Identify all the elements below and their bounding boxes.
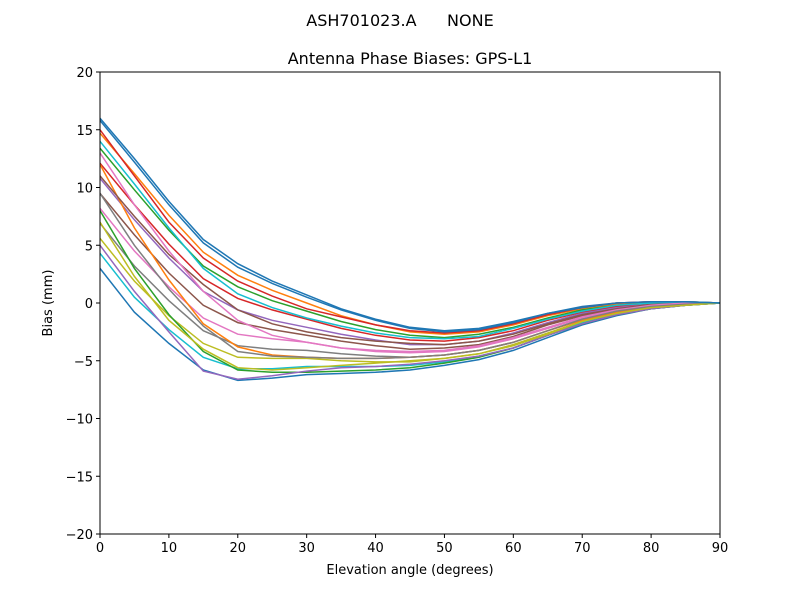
series-line-14 bbox=[100, 244, 720, 380]
series-line-11 bbox=[100, 164, 720, 360]
y-tick-label: −20 bbox=[66, 528, 93, 543]
x-tick-label: 0 bbox=[96, 541, 104, 556]
x-tick-label: 10 bbox=[161, 541, 178, 556]
chart-suptitle: ASH701023.A NONE bbox=[306, 11, 493, 30]
y-tick-label: 20 bbox=[76, 66, 93, 81]
x-tick-label: 60 bbox=[505, 541, 522, 556]
chart-title: Antenna Phase Biases: GPS-L1 bbox=[288, 49, 533, 68]
x-tick-label: 80 bbox=[643, 541, 660, 556]
series-line-15 bbox=[100, 175, 720, 346]
x-axis: 0 10 20 30 40 50 60 70 80 90 bbox=[96, 534, 728, 556]
series-line-3 bbox=[100, 162, 720, 342]
x-tick-label: 20 bbox=[230, 541, 247, 556]
series-line-20 bbox=[100, 120, 720, 333]
x-tick-label: 40 bbox=[367, 541, 384, 556]
x-tick-label: 70 bbox=[574, 541, 591, 556]
series-line-1 bbox=[100, 132, 720, 335]
y-tick-label: 5 bbox=[85, 239, 93, 254]
x-tick-label: 30 bbox=[298, 541, 315, 556]
series-line-5 bbox=[100, 192, 720, 350]
y-tick-label: 10 bbox=[76, 182, 93, 197]
series-line-19 bbox=[100, 140, 720, 340]
x-tick-label: 90 bbox=[712, 541, 729, 556]
y-tick-label: −15 bbox=[66, 470, 93, 485]
y-tick-label: −5 bbox=[74, 355, 93, 370]
y-tick-label: 15 bbox=[76, 124, 93, 139]
series-line-18 bbox=[100, 221, 720, 371]
series-line-0 bbox=[100, 117, 720, 332]
y-axis-label: Bias (mm) bbox=[41, 270, 56, 337]
series-line-16 bbox=[100, 152, 720, 353]
x-tick-label: 50 bbox=[436, 541, 453, 556]
series-line-4 bbox=[100, 177, 720, 346]
x-axis-label: Elevation angle (degrees) bbox=[326, 563, 493, 578]
series-line-17 bbox=[100, 192, 720, 360]
y-tick-label: 0 bbox=[85, 297, 93, 312]
y-tick-label: −10 bbox=[66, 413, 93, 428]
y-axis: −20 −15 −10 −5 0 5 10 15 20 bbox=[66, 66, 100, 543]
series-lines bbox=[100, 117, 720, 382]
